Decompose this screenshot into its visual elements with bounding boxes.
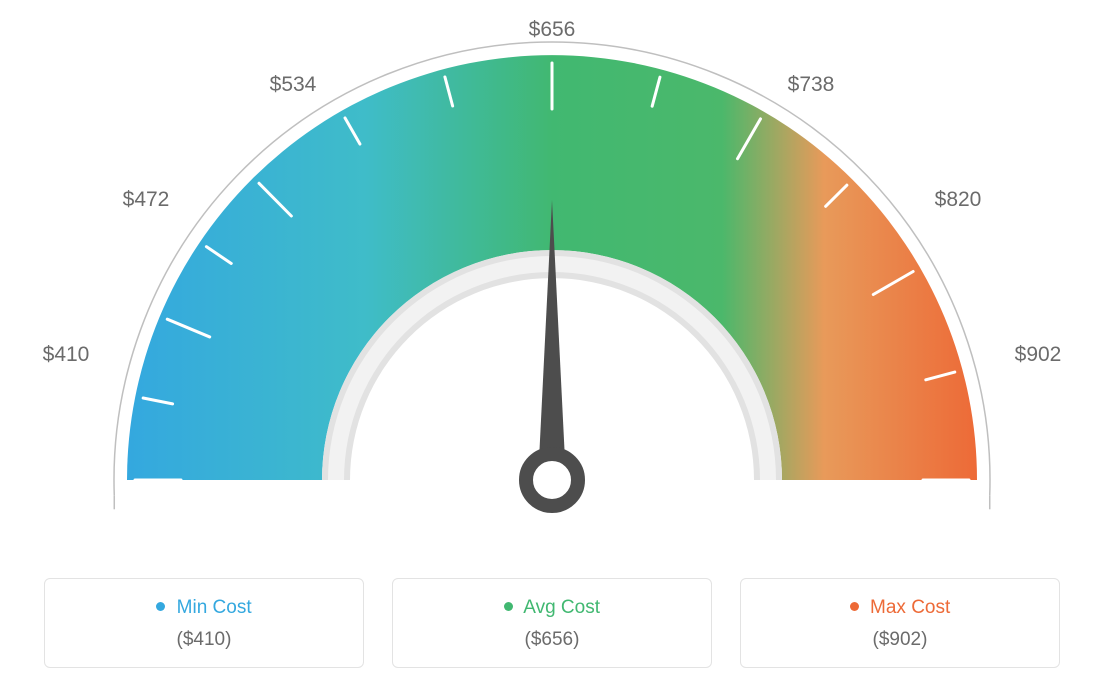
legend-label-min: Min Cost (177, 597, 252, 618)
legend-label-max: Max Cost (870, 597, 950, 618)
legend-value-min: ($410) (57, 629, 351, 651)
legend-card-avg: Avg Cost ($656) (392, 578, 712, 668)
legend-label-avg: Avg Cost (523, 597, 600, 618)
legend-value-avg: ($656) (405, 629, 699, 651)
gauge-tick-label: $738 (788, 73, 835, 97)
legend-card-min: Min Cost ($410) (44, 578, 364, 668)
gauge-tick-label: $534 (270, 73, 317, 97)
legend-card-max: Max Cost ($902) (740, 578, 1060, 668)
legend-title-max: Max Cost (753, 597, 1047, 619)
dot-icon (156, 602, 165, 611)
legend-value-max: ($902) (753, 629, 1047, 651)
gauge-tick-label: $410 (43, 343, 90, 367)
dot-icon (850, 602, 859, 611)
dot-icon (504, 602, 513, 611)
gauge-tick-label: $820 (935, 188, 982, 212)
gauge-svg (0, 0, 1104, 560)
legend-title-min: Min Cost (57, 597, 351, 619)
gauge-tick-label: $902 (1015, 343, 1062, 367)
legend-row: Min Cost ($410) Avg Cost ($656) Max Cost… (0, 578, 1104, 668)
gauge-chart: $410 $472 $534 $656 $738 $820 $902 (0, 0, 1104, 560)
legend-title-avg: Avg Cost (405, 597, 699, 619)
gauge-tick-label: $656 (529, 18, 576, 42)
gauge-tick-label: $472 (123, 188, 170, 212)
